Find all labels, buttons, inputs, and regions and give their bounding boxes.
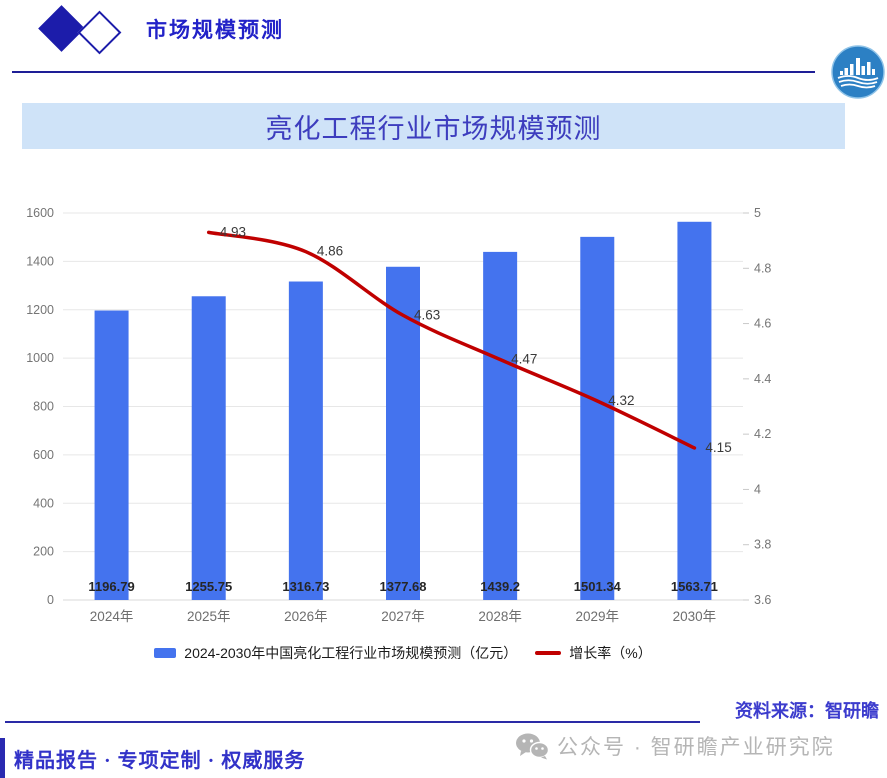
chart-legend: 2024-2030年中国亮化工程行业市场规模预测（亿元） 增长率（%）	[63, 643, 743, 663]
right-axis-tick-label: 4.6	[754, 317, 771, 331]
right-axis-tick-label: 5	[754, 206, 761, 220]
left-axis-tick-label: 1600	[26, 206, 54, 220]
market-size-chart: 0 200 400 600 800 1000 1200 1400 1600 3.6 3.8 4 4.2 4…	[26, 206, 771, 624]
left-axis-tick-label: 0	[47, 593, 54, 607]
bar	[191, 296, 226, 600]
data-source-text: 资料来源：智研瞻	[735, 701, 879, 721]
bar-value-label: 1316.73	[282, 579, 329, 594]
left-axis-tick-label: 800	[33, 400, 54, 414]
source-divider	[5, 721, 700, 723]
right-axis-tick-label: 4.4	[754, 372, 771, 386]
x-axis-label: 2025年	[187, 609, 231, 624]
line-value-label: 4.86	[317, 244, 343, 259]
legend-line-swatch-icon	[535, 651, 562, 655]
bar-value-label: 1377.68	[380, 579, 427, 594]
x-axis-label: 2030年	[673, 609, 717, 624]
x-axis-label: 2028年	[478, 609, 522, 624]
right-axis-tick-label: 3.8	[754, 538, 771, 552]
bar-value-label: 1255.75	[185, 579, 232, 594]
section-banner: 亮化工程行业市场规模预测	[22, 103, 845, 149]
legend-line-label: 增长率（%）	[569, 645, 652, 661]
left-axis-tick-label: 600	[33, 448, 54, 462]
left-axis-tick-label: 1200	[26, 303, 54, 317]
bar	[288, 281, 323, 600]
watermark-text: 公众号 · 智研瞻产业研究院	[557, 736, 835, 759]
bar	[677, 221, 712, 600]
bar	[94, 310, 129, 600]
banner-title: 亮化工程行业市场规模预测	[265, 113, 602, 144]
bar	[483, 251, 518, 600]
watermark: 公众号 · 智研瞻产业研究院	[515, 731, 835, 761]
legend-bar-swatch-icon	[154, 648, 177, 658]
legend-bar-label: 2024-2030年中国亮化工程行业市场规模预测（亿元）	[184, 645, 518, 661]
growth-rate-line	[206, 230, 697, 450]
x-axis-label: 2029年	[576, 609, 620, 624]
footer-accent-bar	[0, 738, 5, 778]
left-axis-tick-label: 1400	[26, 254, 54, 268]
right-axis-tick-label: 4	[754, 482, 761, 496]
right-axis-tick-label: 4.8	[754, 261, 771, 275]
x-axis-label: 2024年	[90, 609, 134, 624]
bar	[580, 236, 615, 600]
bar-value-label: 1196.79	[88, 579, 134, 594]
right-axis-tick-label: 3.6	[754, 593, 771, 607]
x-axis-label: 2026年	[284, 609, 328, 624]
right-axis-tick-label: 4.2	[754, 427, 771, 441]
line-value-label: 4.32	[608, 393, 634, 408]
left-axis-tick-label: 1000	[26, 351, 54, 365]
bar-value-label: 1501.34	[574, 579, 622, 594]
line-value-label: 4.93	[220, 224, 246, 239]
filled-diamond-icon	[38, 5, 85, 52]
left-axis-tick-label: 400	[33, 496, 54, 510]
x-axis-label: 2027年	[381, 609, 425, 624]
line-value-label: 4.63	[414, 307, 440, 322]
line-value-label: 4.47	[511, 352, 537, 367]
bar-value-label: 1563.71	[671, 579, 718, 594]
header-divider	[12, 71, 815, 73]
footer-slogan: 精品报告 · 专项定制 · 权威服务	[14, 750, 306, 772]
header-title: 市场规模预测	[146, 19, 284, 42]
left-axis-tick-label: 200	[33, 545, 54, 559]
line-value-label: 4.15	[705, 440, 731, 455]
bar-value-label: 1439.2	[480, 579, 520, 594]
org-logo-icon	[831, 45, 885, 99]
outline-diamond-icon	[77, 10, 122, 55]
wechat-icon	[516, 733, 549, 760]
